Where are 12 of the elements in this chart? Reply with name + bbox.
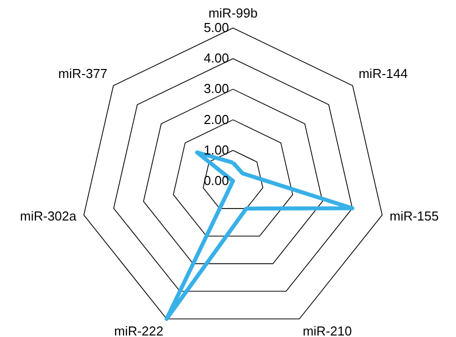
y-tick-label: 2.00 xyxy=(204,112,229,127)
spoke-label: miR-210 xyxy=(302,324,352,337)
y-tick-label: 1.00 xyxy=(204,142,229,158)
spoke-label: miR-155 xyxy=(390,208,439,224)
y-tick-label: 4.00 xyxy=(204,50,229,66)
spoke-label: miR-302a xyxy=(20,208,78,224)
spoke-label: miR-222 xyxy=(114,324,164,337)
y-tick-label: 5.00 xyxy=(204,20,229,35)
spoke-label: miR-377 xyxy=(58,66,108,81)
spoke-label: miR-99b xyxy=(208,5,258,20)
spoke-label: miR-144 xyxy=(358,66,408,81)
y-tick-label: 3.00 xyxy=(204,81,229,96)
